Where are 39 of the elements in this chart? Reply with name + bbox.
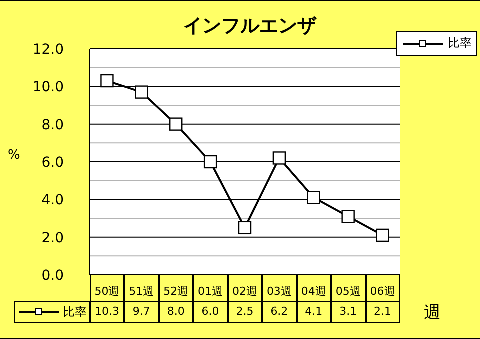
chart-title: インフルエンザ (184, 15, 316, 37)
x-tick-label: 06週 (370, 284, 396, 298)
y-tick-label: 0.0 (42, 268, 64, 284)
x-tick-label: 05週 (336, 284, 361, 298)
data-label: 2.5 (235, 305, 255, 318)
y-tick-label: 4.0 (42, 192, 64, 209)
x-tick-label: 01週 (198, 284, 224, 298)
point (100, 74, 114, 88)
point (376, 228, 390, 242)
point (204, 155, 218, 169)
y-tick-label: 12.0 (32, 42, 64, 58)
point (342, 210, 355, 224)
data-label: 10.3 (94, 305, 120, 318)
data-label: 2.1 (373, 305, 393, 318)
y-axis-title: % (8, 148, 20, 163)
x-tick-label: 51週 (129, 284, 154, 298)
y-tick-label: 6.0 (42, 154, 64, 171)
x-tick-label: 03週 (266, 284, 292, 298)
point (170, 118, 183, 131)
x-tick-label: 52週 (164, 284, 189, 298)
data-label: 6.0 (200, 305, 220, 318)
legend-label: 比率 (448, 35, 472, 52)
data-label: 8.0 (166, 305, 186, 318)
point (135, 86, 148, 99)
point (307, 191, 320, 204)
x-tick-label: 02週 (232, 284, 258, 298)
data-label: 9.7 (132, 305, 152, 318)
text: 比率 (63, 304, 87, 318)
x-axis-title: 週 (424, 302, 441, 324)
y-tick-label: 10.0 (32, 80, 64, 96)
x-tick-label: 50週 (94, 284, 120, 298)
data-label: 3.1 (338, 305, 358, 318)
y-tick-label: 2.0 (42, 230, 64, 246)
x-tick-label: 04週 (301, 284, 326, 298)
y-tick-label: 8.0 (42, 117, 64, 134)
point (272, 152, 286, 165)
data-label: 4.1 (304, 305, 324, 318)
data-label: 6.2 (270, 305, 290, 318)
point (238, 221, 252, 235)
